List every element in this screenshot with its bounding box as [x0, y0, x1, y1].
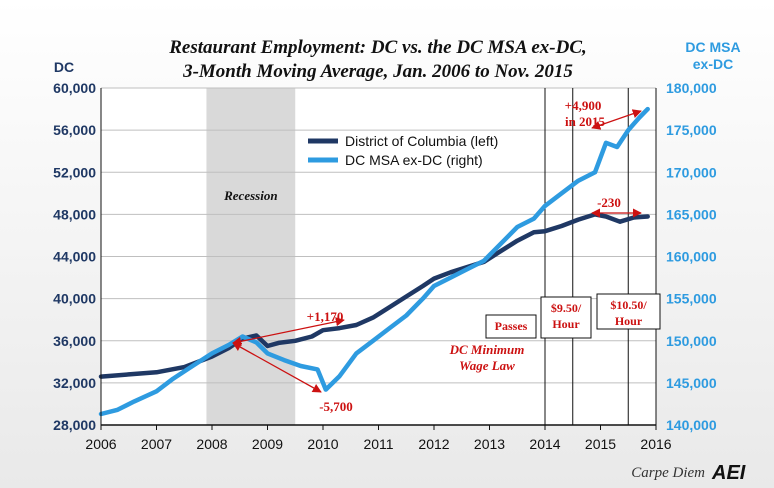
annotation-minwage-1: DC Minimum	[449, 342, 525, 357]
box-950: $9.50/Hour	[540, 296, 592, 339]
annotation-msa-2015-b: in 2015	[565, 114, 606, 129]
left-tick-label: 56,000	[53, 122, 96, 138]
annotation-minwage-2: Wage Law	[459, 358, 515, 373]
svg-text:AEI: AEI	[711, 462, 746, 484]
right-tick-label: 145,000	[666, 375, 717, 391]
svg-text:Hour: Hour	[615, 314, 643, 328]
right-tick-label: 160,000	[666, 249, 717, 265]
left-axis-title: DC	[54, 59, 74, 75]
legend: District of Columbia (left) DC MSA ex-DC…	[308, 133, 498, 168]
x-tick-label: 2012	[418, 436, 449, 452]
left-tick-label: 32,000	[53, 375, 96, 391]
x-tick-label: 2010	[307, 436, 338, 452]
left-tick-label: 36,000	[53, 333, 96, 349]
svg-text:$9.50/: $9.50/	[551, 301, 582, 315]
left-tick-label: 52,000	[53, 164, 96, 180]
x-tick-label: 2014	[529, 436, 560, 452]
x-tick-label: 2011	[363, 436, 393, 452]
legend-label-msa: DC MSA ex-DC (right)	[345, 152, 483, 168]
x-tick-label: 2015	[585, 436, 616, 452]
box-passes: Passes	[485, 314, 537, 339]
arrow-msa-2015	[591, 109, 642, 130]
right-axis-title: DC MSA ex-DC	[685, 39, 740, 72]
chart-title: Restaurant Employment: DC vs. the DC MSA…	[168, 37, 587, 58]
annotation-msa-recession: -5,700	[319, 399, 353, 414]
x-tick-label: 2007	[141, 436, 172, 452]
x-tick-label: 2016	[640, 436, 671, 452]
left-tick-label: 40,000	[53, 291, 96, 307]
x-tick-label: 2006	[85, 436, 116, 452]
right-tick-label: 165,000	[666, 206, 717, 222]
annotation-msa-2015: +4,900	[565, 98, 602, 113]
arrow-dc-recession	[232, 317, 345, 346]
aei-logo: AEI	[711, 462, 746, 484]
recession-label: Recession	[223, 188, 277, 203]
x-tick-label: 2008	[196, 436, 227, 452]
right-tick-label: 150,000	[666, 333, 717, 349]
x-tick-label: 2013	[474, 436, 505, 452]
left-tick-label: 28,000	[53, 417, 96, 433]
source-label: Carpe Diem	[631, 465, 705, 481]
right-tick-label: 180,000	[666, 80, 717, 96]
left-tick-label: 48,000	[53, 206, 96, 222]
svg-text:$10.50/: $10.50/	[610, 298, 647, 312]
series-msa-line	[98, 106, 650, 417]
annotation-dc-2015: -230	[597, 195, 621, 210]
annotation-dc-recession: +1,170	[307, 309, 344, 324]
right-tick-label: 140,000	[666, 417, 717, 433]
left-tick-label: 44,000	[53, 249, 96, 265]
svg-text:Hour: Hour	[552, 317, 580, 331]
left-tick-label: 60,000	[53, 80, 96, 96]
arrow-msa-recession	[232, 342, 322, 393]
chart-subtitle: 3-Month Moving Average, Jan. 2006 to Nov…	[182, 61, 573, 82]
svg-text:Passes: Passes	[495, 319, 528, 333]
box-1050: $10.50/Hour	[596, 293, 661, 330]
right-tick-label: 170,000	[666, 164, 717, 180]
right-tick-label: 175,000	[666, 122, 717, 138]
right-tick-label: 155,000	[666, 291, 717, 307]
x-tick-label: 2009	[252, 436, 283, 452]
legend-label-dc: District of Columbia (left)	[345, 133, 498, 149]
